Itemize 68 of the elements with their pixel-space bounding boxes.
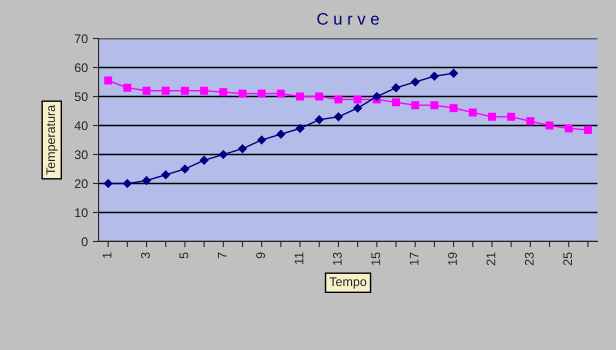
point [200,156,209,165]
point [468,108,477,116]
x-tick-label: 25 [563,252,572,266]
y-axis-title: Temperatura [46,104,58,175]
point [353,104,362,113]
point [315,92,324,100]
point [354,95,362,104]
point [276,90,285,98]
point [314,115,324,124]
y-tick-label: 20 [74,179,88,188]
y-tick-label: 40 [74,121,88,130]
x-axis-title: Tempo [330,277,366,289]
x-tick-label: 3 [141,252,150,258]
point [104,76,112,85]
point [162,86,170,95]
point [219,88,228,96]
x-tick-label: 1 [102,252,112,258]
point [430,101,438,110]
point [546,122,554,130]
y-tick-label: 60 [74,63,88,72]
point [410,78,420,86]
point [372,92,382,101]
y-tick-label: 50 [74,92,88,102]
point [238,90,246,98]
point [200,86,208,95]
point [122,179,132,188]
point [161,170,170,180]
point [142,176,151,186]
point [104,179,113,188]
x-tick-label: 19 [448,252,457,265]
x-tick-label: 17 [410,252,418,265]
point [584,126,592,134]
point [488,112,496,121]
point [449,68,458,78]
chart-title: C u r v e [317,12,379,25]
point [334,95,342,104]
point [507,112,516,121]
point [334,112,343,122]
y-tick-label: 10 [75,208,88,218]
x-tick-label: 13 [332,252,342,265]
point [142,86,151,95]
point [180,86,189,95]
point [526,117,534,126]
x-tick-label: 23 [524,252,534,266]
x-tick-label: 7 [218,252,227,258]
point [564,124,573,132]
point [450,104,458,112]
y-tick-label: 70 [74,34,88,44]
x-tick-label: 5 [180,252,188,258]
point [238,144,247,154]
point [218,150,228,159]
point [296,124,305,133]
point [257,136,266,144]
point [296,92,304,100]
x-tick-label: 9 [256,252,266,258]
y-tick-label: 0 [82,237,88,246]
point [123,84,132,92]
x-tick-label: 11 [294,252,304,264]
point [258,90,266,98]
point [276,130,286,139]
x-tick-label: 15 [371,252,380,265]
point [180,164,190,174]
point [392,98,400,106]
y-tick-label: 30 [74,150,88,160]
point [392,83,400,92]
point [430,72,439,81]
point [411,101,420,110]
x-tick-label: 21 [486,252,496,266]
